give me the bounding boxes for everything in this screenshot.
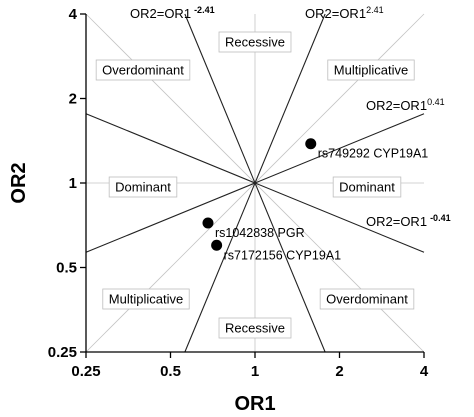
x-tick-label: 1 — [251, 363, 259, 380]
region-label-box — [332, 176, 402, 198]
region-label-box — [108, 176, 178, 198]
region-label-lower-left: Multiplicative — [102, 288, 190, 310]
y-tick-label: 0.25 — [48, 344, 77, 361]
region-label-box — [218, 31, 292, 53]
y-tick-label: 4 — [69, 6, 78, 23]
region-label-box — [327, 59, 415, 81]
region-label-upper-right: Multiplicative — [327, 59, 415, 81]
region-label-box — [218, 317, 292, 339]
reference-line-label: OR2=OR1 -2.41 — [130, 5, 215, 21]
region-label-bottom: Recessive — [218, 317, 292, 339]
data-point — [202, 217, 214, 229]
y-tick-label: 2 — [69, 91, 77, 108]
region-label-text: Multiplicative — [109, 292, 183, 307]
data-point-label: rs1042838 PGR — [215, 226, 305, 240]
region-label-top: Recessive — [218, 31, 292, 53]
tick-marks: 0.25 0.5 1 2 4 0.25 0.5 1 2 4 — [48, 6, 429, 380]
data-points: rs749292 CYP19A1 rs1042838 PGR rs7172156 C… — [202, 138, 428, 262]
region-labels: Recessive Overdominant Multiplicative Domin… — [95, 31, 415, 339]
region-label-text: Multiplicative — [334, 63, 408, 78]
region-label-left: Dominant — [108, 176, 178, 198]
y-axis-title: OR2 — [8, 162, 30, 203]
region-label-text: Overdominant — [326, 292, 408, 307]
data-point-label: rs7172156 CYP19A1 — [224, 248, 341, 262]
region-label-box — [102, 288, 190, 310]
reference-line-label: OR2=OR12.41 — [305, 5, 384, 21]
region-label-box — [319, 288, 415, 310]
region-label-text: Dominant — [339, 180, 395, 195]
region-label-text: Recessive — [225, 35, 285, 50]
x-tick-label: 2 — [335, 363, 343, 380]
x-tick-label: 0.5 — [160, 363, 181, 380]
reference-line-label: OR2=OR10.41 — [366, 97, 445, 113]
data-point — [305, 138, 317, 150]
y-tick-label: 0.5 — [56, 260, 77, 277]
reference-line-labels: OR2=OR1 -2.41 OR2=OR12.41 OR2=OR10.41 OR2=OR… — [130, 5, 451, 229]
region-label-text: Overdominant — [102, 63, 184, 78]
x-axis-title: OR1 — [234, 393, 275, 415]
reference-line-4 — [85, 113, 425, 253]
data-point-label: rs749292 CYP19A1 — [318, 147, 429, 161]
y-tick-label: 1 — [69, 175, 77, 192]
region-label-box — [95, 59, 191, 81]
x-tick-label: 4 — [420, 363, 429, 380]
reference-line-label: OR2=OR1 -0.41 — [366, 213, 451, 229]
reference-lines — [85, 13, 425, 353]
region-label-upper-left: Overdominant — [95, 59, 191, 81]
data-point — [211, 239, 223, 251]
region-label-text: Dominant — [115, 180, 171, 195]
x-tick-label: 0.25 — [71, 363, 100, 380]
region-label-text: Recessive — [225, 321, 285, 336]
region-label-lower-right: Overdominant — [319, 288, 415, 310]
region-label-right: Dominant — [332, 176, 402, 198]
